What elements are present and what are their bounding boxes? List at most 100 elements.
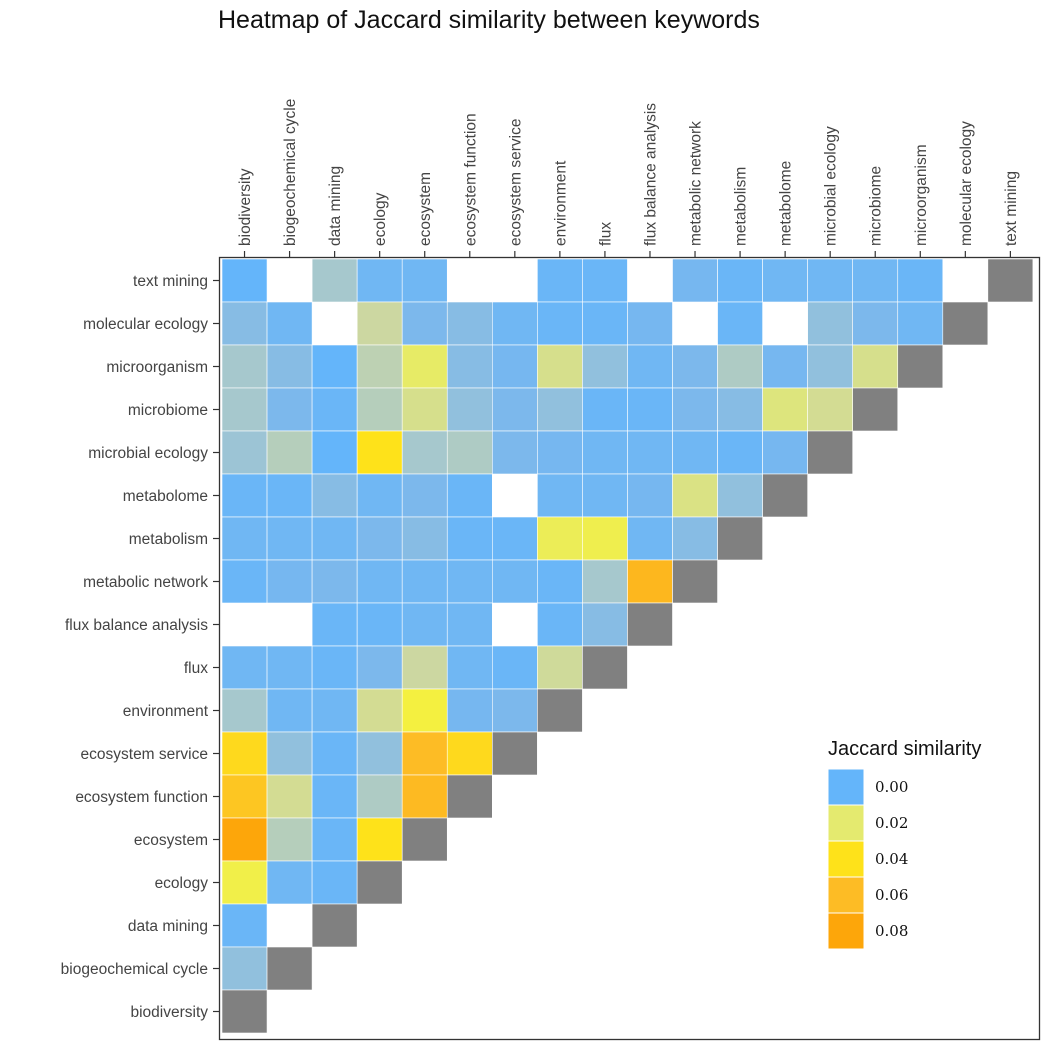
heatmap-cell [311, 559, 358, 604]
heatmap-cell [491, 559, 538, 604]
chart-title: Heatmap of Jaccard similarity between ke… [218, 6, 760, 34]
heatmap-cell [356, 731, 403, 776]
heatmap-cell [491, 688, 538, 733]
heatmap-cell [266, 731, 313, 776]
diagonal-cell [311, 903, 358, 948]
heatmap-cell [582, 473, 628, 518]
heatmap-cell [446, 688, 493, 733]
heatmap-cell [582, 387, 628, 432]
y-tick-label-environment: environment [123, 703, 209, 720]
heatmap-cell [221, 817, 268, 862]
heatmap-cell [356, 516, 403, 561]
heatmap-cell [266, 301, 313, 346]
heatmap-cell [266, 774, 313, 819]
heatmap-cell [446, 473, 493, 518]
heatmap-cell [221, 860, 268, 905]
heatmap-cell [221, 688, 268, 733]
legend: Jaccard similarity 0.00 0.02 0.04 0.06 0.08 [827, 738, 981, 950]
heatmap-cells [221, 258, 1034, 1034]
heatmap-cell [266, 688, 313, 733]
x-axis: biodiversity biogeochemical cycle data min… [237, 99, 1020, 257]
legend-label: 0.00 [875, 778, 908, 796]
heatmap-cell [672, 258, 718, 303]
heatmap-cell [672, 430, 718, 475]
heatmap-cell [582, 559, 628, 604]
heatmap-cell [491, 645, 538, 690]
heatmap-cell [852, 258, 899, 303]
x-tick-label-flux-balance-analysis: flux balance analysis [642, 103, 659, 246]
heatmap-cell [897, 258, 944, 303]
diagonal-cell [491, 731, 538, 776]
heatmap-cell [582, 430, 628, 475]
heatmap-cell [221, 301, 268, 346]
diagonal-cell [582, 645, 628, 690]
legend-label: 0.08 [875, 922, 908, 940]
heatmap-cell [401, 774, 448, 819]
x-tick-label-ecosystem: ecosystem [417, 172, 434, 246]
x-tick-label-microbiome: microbiome [868, 166, 885, 246]
y-tick-label-metabolic-network: metabolic network [83, 574, 208, 591]
legend-title: Jaccard similarity [828, 738, 981, 760]
heatmap-cell [537, 430, 583, 475]
heatmap-cell [672, 516, 718, 561]
heatmap-cell [537, 301, 583, 346]
legend-swatch [827, 840, 865, 878]
heatmap-cell [401, 301, 448, 346]
x-tick-label-microorganism: microorganism [913, 144, 930, 246]
heatmap-cell [446, 344, 493, 389]
heatmap-cell [627, 559, 673, 604]
x-tick-label-metabolome: metabolome [778, 161, 795, 246]
heatmap-cell [717, 344, 763, 389]
legend-label: 0.04 [875, 850, 908, 868]
x-tick-label-flux: flux [597, 222, 614, 246]
heatmap-cell [762, 344, 808, 389]
heatmap-cell [221, 559, 268, 604]
x-tick-label-microbial-ecology: microbial ecology [823, 126, 840, 246]
heatmap-cell [266, 860, 313, 905]
y-axis: text mining molecular ecology microorganis… [61, 273, 219, 1021]
heatmap-cell [717, 430, 763, 475]
heatmap-cell [446, 387, 493, 432]
diagonal-cell [897, 344, 944, 389]
heatmap-cell [221, 258, 268, 303]
heatmap-cell [311, 387, 358, 432]
heatmap-cell [582, 258, 628, 303]
heatmap-cell [221, 387, 268, 432]
heatmap-cell [266, 387, 313, 432]
heatmap-cell [807, 301, 854, 346]
heatmap-cell [627, 344, 673, 389]
heatmap-cell [266, 559, 313, 604]
heatmap-cell [537, 258, 583, 303]
legend-label: 0.06 [875, 886, 908, 904]
x-tick-label-text-mining: text mining [1003, 171, 1020, 246]
heatmap-cell [221, 731, 268, 776]
heatmap-cell [311, 645, 358, 690]
heatmap-cell [356, 430, 403, 475]
heatmap-cell [356, 387, 403, 432]
y-tick-label-microorganism: microorganism [106, 359, 208, 376]
diagonal-cell [717, 516, 763, 561]
diagonal-cell [266, 946, 313, 991]
heatmap-cell [401, 344, 448, 389]
y-tick-label-metabolism: metabolism [129, 531, 208, 548]
heatmap-cell [717, 258, 763, 303]
heatmap-cell [582, 344, 628, 389]
heatmap-cell [627, 301, 673, 346]
x-tick-label-molecular-ecology: molecular ecology [958, 121, 975, 246]
heatmap-cell [446, 516, 493, 561]
x-tick-label-metabolism: metabolism [733, 167, 750, 246]
y-tick-label-microbiome: microbiome [128, 402, 208, 419]
heatmap-cell [401, 645, 448, 690]
heatmap-cell [401, 387, 448, 432]
heatmap-cell [356, 344, 403, 389]
x-tick-label-biogeochemical-cycle: biogeochemical cycle [282, 99, 299, 246]
y-tick-label-text-mining: text mining [133, 273, 208, 290]
heatmap-cell [491, 516, 538, 561]
heatmap-cell [311, 731, 358, 776]
heatmap-cell [401, 430, 448, 475]
heatmap-cell [221, 645, 268, 690]
diagonal-cell [942, 301, 989, 346]
heatmap-cell [311, 473, 358, 518]
y-tick-label-biodiversity: biodiversity [130, 1004, 208, 1021]
legend-label: 0.02 [875, 814, 908, 832]
